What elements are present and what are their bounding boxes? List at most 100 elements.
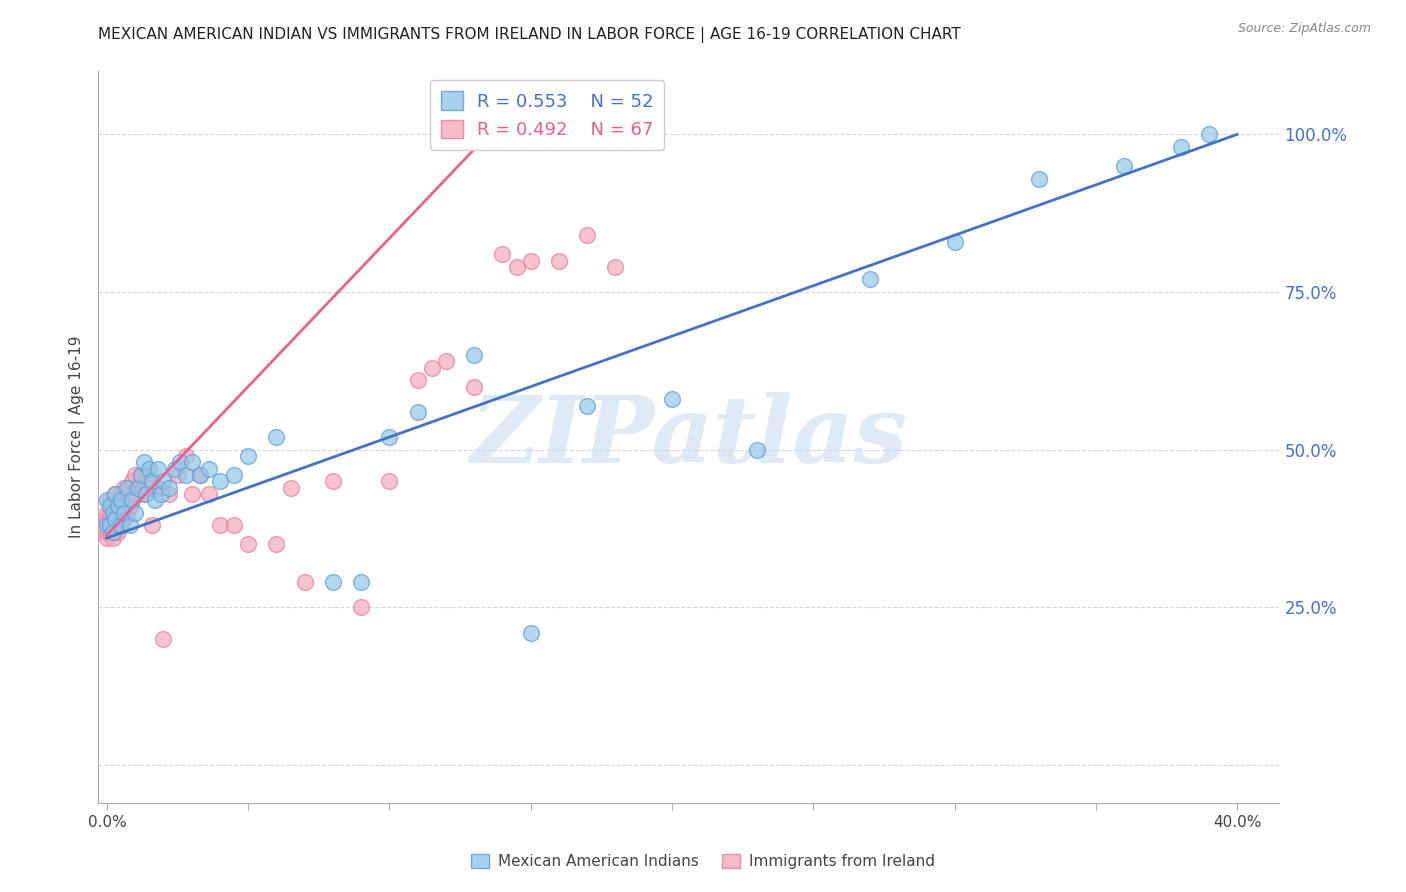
Point xyxy=(127,481,149,495)
Point xyxy=(104,487,127,501)
Point xyxy=(96,518,118,533)
Point xyxy=(127,481,149,495)
Point xyxy=(174,467,197,482)
Point xyxy=(96,524,118,539)
Legend: Mexican American Indians, Immigrants from Ireland: Mexican American Indians, Immigrants fro… xyxy=(464,848,942,875)
Point xyxy=(104,512,127,526)
Point xyxy=(169,455,191,469)
Point xyxy=(1028,171,1050,186)
Point xyxy=(135,487,157,501)
Point xyxy=(107,524,129,539)
Point xyxy=(208,474,231,488)
Point xyxy=(505,260,527,274)
Point xyxy=(157,487,180,501)
Text: MEXICAN AMERICAN INDIAN VS IMMIGRANTS FROM IRELAND IN LABOR FORCE | AGE 16-19 CO: MEXICAN AMERICAN INDIAN VS IMMIGRANTS FR… xyxy=(98,27,962,43)
Point xyxy=(166,467,188,482)
Point xyxy=(118,518,141,533)
Point xyxy=(152,632,174,646)
Point xyxy=(548,253,571,268)
Point xyxy=(280,481,302,495)
Point xyxy=(98,493,121,508)
Point xyxy=(107,512,129,526)
Point xyxy=(208,518,231,533)
Point xyxy=(605,260,627,274)
Point xyxy=(98,524,121,539)
Point xyxy=(96,518,118,533)
Point xyxy=(294,575,316,590)
Point xyxy=(121,493,143,508)
Point xyxy=(115,487,138,501)
Point xyxy=(519,253,541,268)
Point xyxy=(118,481,141,495)
Point xyxy=(141,518,163,533)
Legend: R = 0.553    N = 52, R = 0.492    N = 67: R = 0.553 N = 52, R = 0.492 N = 67 xyxy=(430,80,665,150)
Point xyxy=(163,461,186,475)
Point xyxy=(96,512,118,526)
Point xyxy=(378,474,401,488)
Y-axis label: In Labor Force | Age 16-19: In Labor Force | Age 16-19 xyxy=(69,335,86,539)
Point xyxy=(378,430,401,444)
Point xyxy=(101,506,124,520)
Point xyxy=(491,247,513,261)
Point xyxy=(112,500,135,514)
Point xyxy=(96,493,118,508)
Point xyxy=(266,430,288,444)
Point xyxy=(121,474,143,488)
Point xyxy=(138,481,160,495)
Point xyxy=(101,518,124,533)
Point xyxy=(180,487,202,501)
Point xyxy=(149,487,172,501)
Point xyxy=(420,360,443,375)
Point xyxy=(350,600,373,615)
Point xyxy=(350,575,373,590)
Point xyxy=(110,500,132,514)
Point xyxy=(124,487,146,501)
Point xyxy=(104,512,127,526)
Point xyxy=(96,506,118,520)
Point xyxy=(406,405,429,419)
Point xyxy=(98,506,121,520)
Point xyxy=(101,531,124,545)
Point xyxy=(157,481,180,495)
Point xyxy=(96,531,118,545)
Point xyxy=(322,575,344,590)
Point xyxy=(238,449,260,463)
Point xyxy=(188,467,211,482)
Point xyxy=(322,474,344,488)
Point xyxy=(576,399,599,413)
Point xyxy=(132,455,155,469)
Point xyxy=(104,487,127,501)
Point xyxy=(101,493,124,508)
Point xyxy=(146,481,169,495)
Point xyxy=(943,235,966,249)
Point xyxy=(118,500,141,514)
Point xyxy=(138,461,160,475)
Point xyxy=(98,500,121,514)
Point xyxy=(121,493,143,508)
Point xyxy=(110,518,132,533)
Point xyxy=(1198,128,1220,142)
Point xyxy=(124,506,146,520)
Point xyxy=(112,512,135,526)
Point xyxy=(132,487,155,501)
Point xyxy=(463,348,485,362)
Point xyxy=(115,481,138,495)
Point xyxy=(146,461,169,475)
Point xyxy=(188,467,211,482)
Point xyxy=(576,228,599,243)
Point xyxy=(222,518,245,533)
Point xyxy=(222,467,245,482)
Point xyxy=(266,537,288,551)
Point xyxy=(197,461,219,475)
Point xyxy=(174,449,197,463)
Point xyxy=(104,500,127,514)
Point xyxy=(180,455,202,469)
Point xyxy=(152,474,174,488)
Point xyxy=(745,442,768,457)
Point xyxy=(859,272,882,286)
Point xyxy=(1112,159,1135,173)
Point xyxy=(135,467,157,482)
Point xyxy=(124,467,146,482)
Point xyxy=(107,493,129,508)
Point xyxy=(519,625,541,640)
